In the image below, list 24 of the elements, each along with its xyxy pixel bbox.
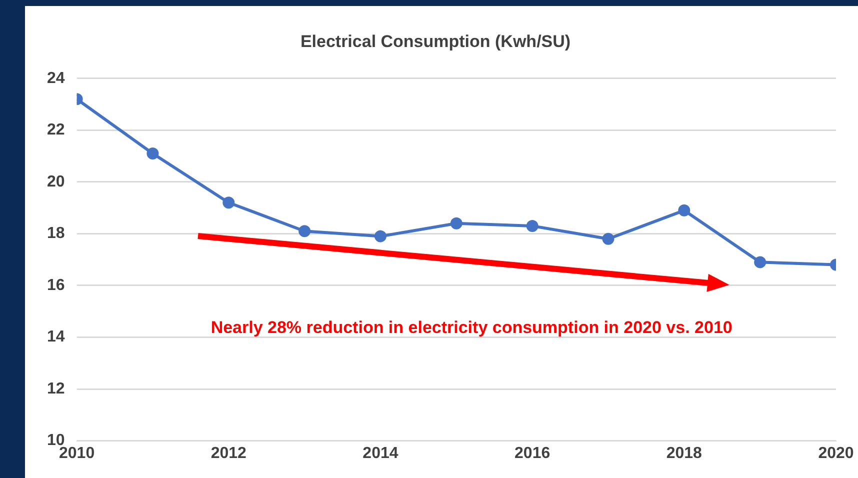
point (602, 232, 614, 245)
x-tick-label: 2016 (514, 444, 550, 462)
y-tick-label: 14 (47, 328, 65, 346)
x-tick-label: 2014 (362, 444, 398, 462)
y-tick-label: 20 (47, 173, 65, 190)
x-tick-label: 2020 (818, 444, 854, 462)
x-tick-label: 2010 (59, 444, 95, 462)
chart-title: Electrical Consumption (Kwh/SU) (300, 32, 571, 51)
y-tick-label: 12 (47, 380, 65, 398)
point (526, 220, 538, 232)
point (450, 217, 462, 230)
x-tick-label: 2012 (210, 444, 247, 462)
y-tick-label: 18 (47, 225, 65, 242)
x-tick-label: 2018 (666, 444, 702, 462)
y-tick-label: 24 (47, 70, 65, 87)
point (146, 147, 159, 160)
y-tick-label: 22 (47, 122, 65, 139)
point (754, 256, 766, 268)
point (678, 204, 690, 216)
y-tick-label: 16 (47, 276, 65, 294)
point (374, 230, 386, 242)
point (222, 196, 235, 209)
annotation: Nearly 28% reduction in electricity consumption in 2020 vs. 2010 (210, 318, 732, 338)
point (298, 225, 311, 238)
